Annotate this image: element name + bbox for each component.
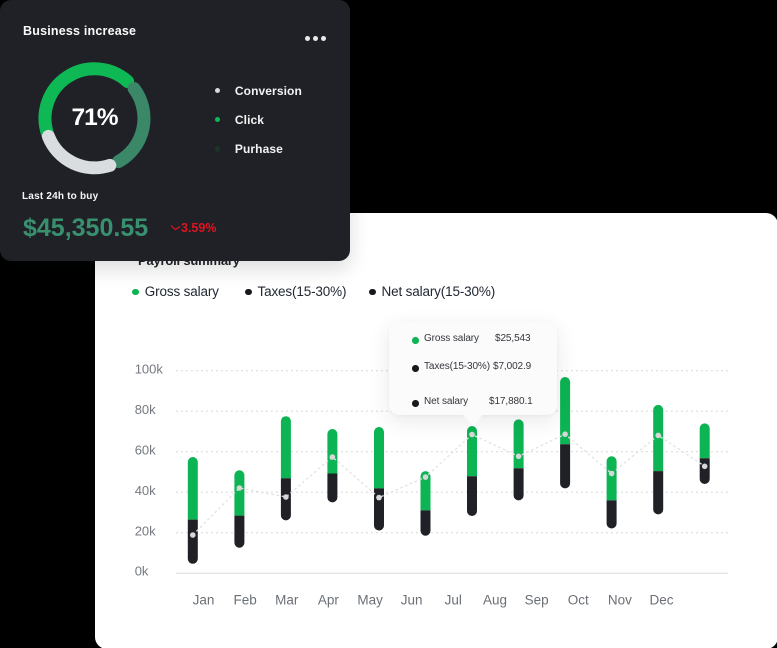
svg-text:100k: 100k: [135, 362, 164, 377]
svg-text:80k: 80k: [135, 402, 156, 417]
svg-text:60k: 60k: [135, 443, 156, 458]
svg-text:Jul: Jul: [445, 593, 462, 608]
svg-text:Apr: Apr: [318, 593, 340, 608]
svg-text:40k: 40k: [135, 483, 156, 498]
svg-text:Jun: Jun: [401, 593, 423, 608]
svg-text:Aug: Aug: [483, 593, 507, 608]
svg-text:Dec: Dec: [649, 593, 673, 608]
svg-text:Sep: Sep: [525, 593, 549, 608]
svg-text:20k: 20k: [135, 523, 156, 538]
svg-text:0k: 0k: [135, 564, 149, 579]
svg-text:Nov: Nov: [608, 593, 632, 608]
svg-text:Mar: Mar: [275, 593, 299, 608]
svg-text:Oct: Oct: [568, 593, 589, 608]
svg-text:Jan: Jan: [193, 593, 215, 608]
svg-text:May: May: [357, 593, 383, 608]
svg-text:Feb: Feb: [233, 593, 256, 608]
